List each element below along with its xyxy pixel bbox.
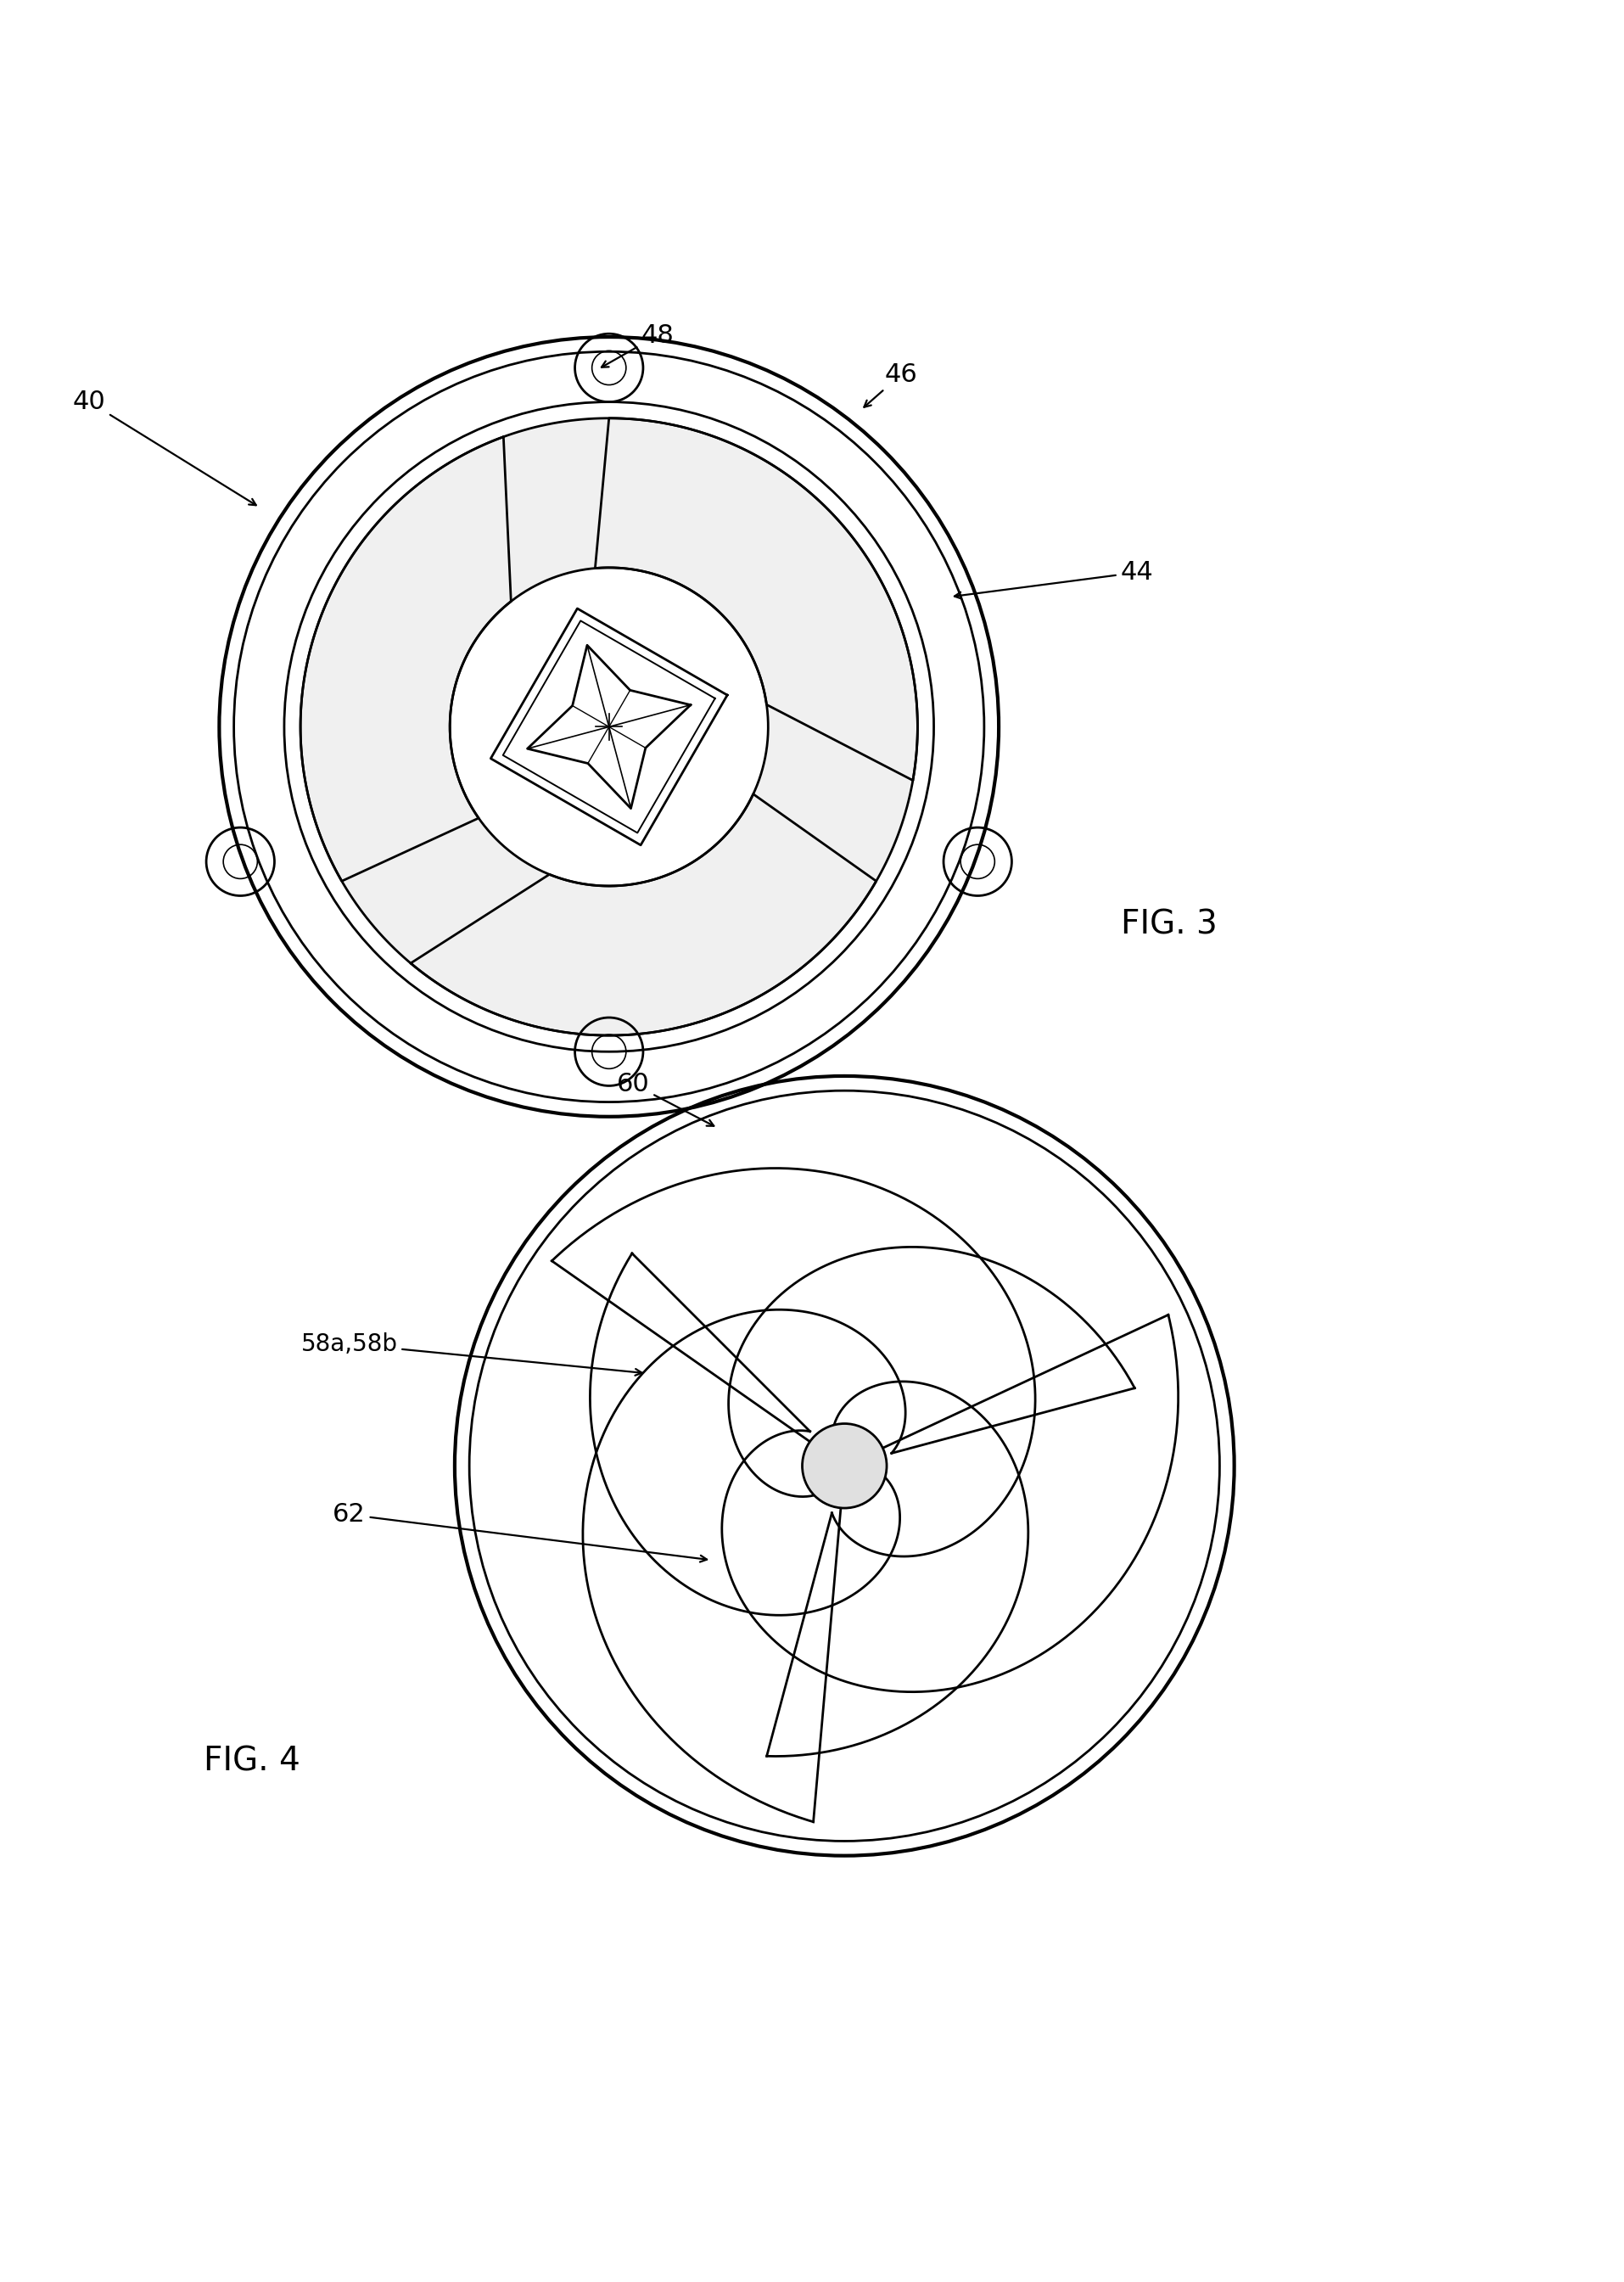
- Text: 40: 40: [73, 390, 257, 504]
- Polygon shape: [590, 1253, 1179, 1691]
- Circle shape: [802, 1424, 887, 1508]
- Text: 46: 46: [864, 363, 918, 406]
- Polygon shape: [583, 1246, 1135, 1821]
- Text: 58a,58b: 58a,58b: [300, 1333, 641, 1376]
- Polygon shape: [528, 646, 690, 808]
- Text: FIG. 4: FIG. 4: [203, 1746, 300, 1778]
- Text: 48: 48: [601, 324, 674, 367]
- Polygon shape: [300, 418, 918, 881]
- Polygon shape: [300, 436, 877, 1036]
- Text: 44: 44: [955, 559, 1153, 598]
- Polygon shape: [411, 418, 918, 1036]
- Text: FIG. 3: FIG. 3: [1121, 908, 1218, 940]
- Text: 60: 60: [617, 1073, 715, 1125]
- Polygon shape: [552, 1168, 1034, 1757]
- Text: 62: 62: [333, 1502, 706, 1561]
